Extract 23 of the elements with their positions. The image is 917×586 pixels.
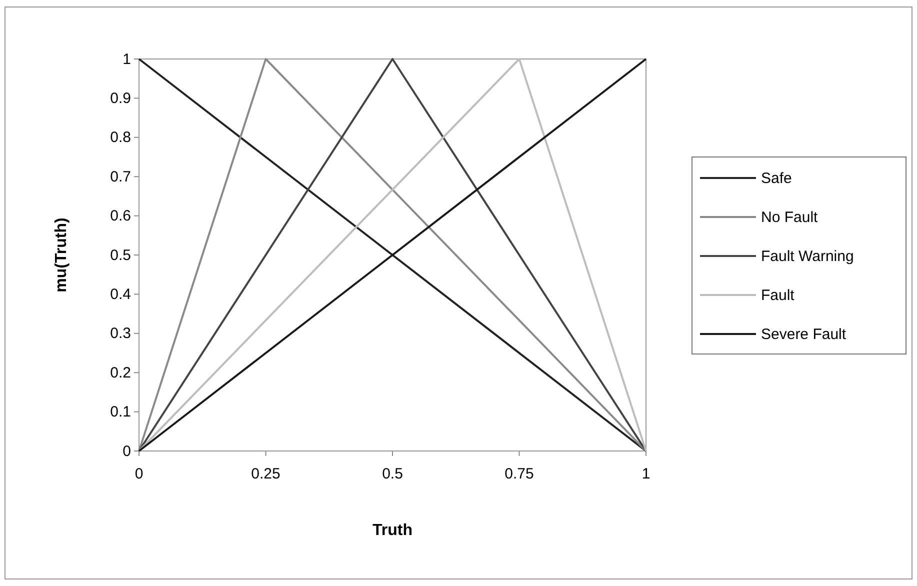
y-tick-label: 0.8	[110, 129, 131, 146]
y-tick-label: 0.6	[110, 208, 131, 225]
y-tick-label: 0.2	[110, 364, 131, 382]
y-tick-label: 0.5	[110, 246, 131, 264]
y-tick-label: 0.7	[110, 168, 131, 186]
legend-label: No Fault	[761, 209, 819, 226]
x-axis-title: Truth	[372, 522, 412, 539]
legend-label: Severe Fault	[761, 326, 847, 343]
y-tick-label: 0.4	[110, 286, 131, 303]
x-tick-label: 0	[134, 466, 144, 482]
x-tick-label: 0.5	[382, 466, 403, 482]
y-tick-label: 0.3	[110, 325, 131, 342]
y-axis-title: mu(Truth)	[53, 218, 70, 292]
x-tick-label: 0.75	[504, 466, 534, 482]
legend-label: Fault	[761, 287, 796, 304]
y-tick-label: 0	[122, 442, 131, 460]
y-tick-label: 0.9	[110, 90, 131, 107]
legend-label: Safe	[761, 170, 792, 187]
y-tick-label: 1	[122, 50, 131, 68]
x-tick-label: 0.25	[251, 466, 280, 482]
x-tick-label: 1	[642, 466, 650, 482]
legend-label: Fault Warning	[761, 248, 854, 265]
y-tick-label: 0.1	[110, 404, 131, 421]
